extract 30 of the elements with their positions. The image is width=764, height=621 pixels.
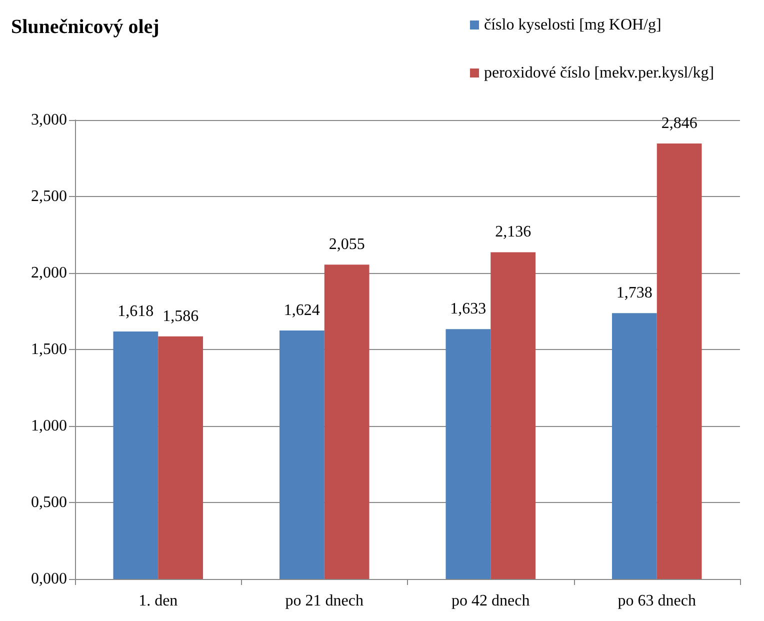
- data-label: 2,846: [661, 115, 698, 132]
- bar: [158, 336, 204, 579]
- y-tick-label: 3,000: [31, 112, 67, 128]
- chart-title: Slunečnicový olej: [11, 16, 160, 38]
- y-tick-label: 0,000: [31, 570, 67, 588]
- data-label: 1,586: [162, 308, 199, 325]
- y-tick-label: 1,500: [31, 341, 67, 358]
- y-tick-label: 2,500: [31, 188, 67, 205]
- y-tick-label: 2,000: [31, 264, 67, 282]
- data-label: 1,624: [284, 302, 320, 320]
- x-tick-label: po 42 dnech: [452, 592, 530, 610]
- bar: [612, 313, 657, 579]
- data-label: 2,136: [495, 224, 532, 241]
- bar: [490, 252, 536, 579]
- x-tick-label: 1. den: [138, 592, 178, 610]
- legend-label: peroxidové číslo [mekv.per.kysl/kg]: [484, 64, 714, 82]
- bar: [446, 329, 491, 579]
- data-label: 2,055: [328, 236, 365, 254]
- x-tick-label: po 21 dnech: [285, 592, 364, 610]
- bar: [279, 330, 324, 579]
- data-label: 1,618: [118, 302, 154, 320]
- bar: [113, 331, 158, 579]
- bar: [324, 264, 370, 579]
- bar: [656, 144, 702, 579]
- x-tick-label: po 63 dnech: [618, 592, 696, 610]
- data-label: 1,738: [616, 284, 652, 302]
- legend-label: číslo kyselosti [mg KOH/g]: [484, 16, 662, 34]
- data-label: 1,633: [450, 300, 486, 318]
- y-tick-label: 1,000: [31, 418, 67, 434]
- y-tick-label: 0,500: [31, 494, 67, 511]
